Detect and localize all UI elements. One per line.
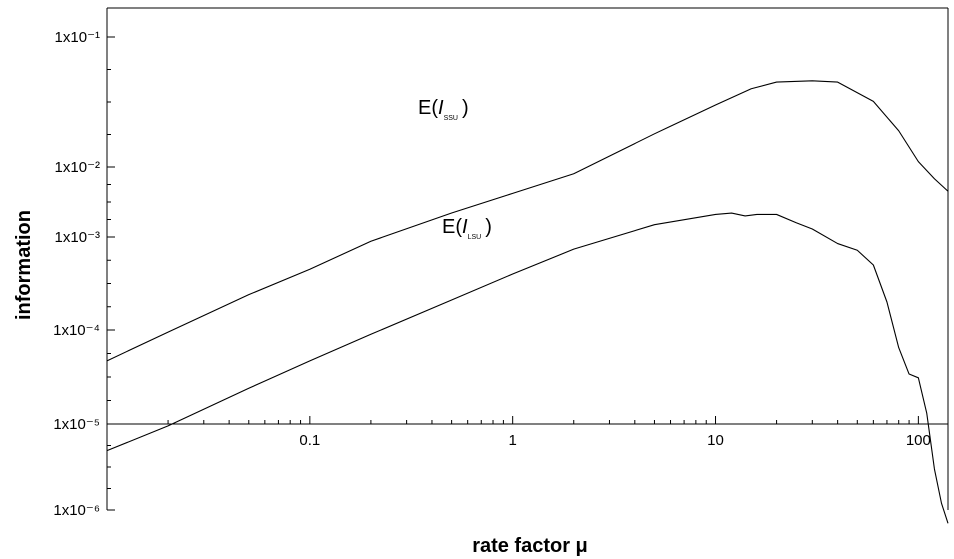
- y-tick-label: 1x10⁻³: [55, 229, 100, 246]
- x-axis-title: rate factor μ: [472, 535, 588, 557]
- y-tick-label: 1x10⁻⁵: [53, 416, 100, 433]
- y-tick-label: 1x10⁻⁶: [53, 502, 100, 519]
- x-tick-label: 10: [707, 432, 724, 449]
- y-tick-label: 1x10⁻¹: [55, 29, 100, 46]
- x-tick-label: 100: [906, 432, 931, 449]
- x-tick-label: 1: [509, 432, 517, 449]
- x-tick-label: 0.1: [299, 432, 320, 449]
- series-labels: E(ISSU) E(ILSU): [418, 97, 492, 241]
- y-tick-label: 1x10⁻⁴: [53, 322, 100, 339]
- y-axis: 1x10⁻¹ 1x10⁻² 1x10⁻³ 1x10⁻⁴ 1x10⁻⁵ 1x10⁻⁶: [53, 29, 115, 519]
- x-axis: 0.1 1 10 100: [167, 416, 931, 449]
- series-label-ssu: E(ISSU): [418, 97, 469, 122]
- series-group: [106, 80, 949, 524]
- series-label-lsu: E(ILSU): [442, 216, 492, 241]
- y-axis-title: information: [13, 210, 35, 320]
- series-line-ssu: [106, 80, 949, 362]
- series-line-lsu: [106, 212, 949, 524]
- y-tick-label: 1x10⁻²: [55, 159, 100, 176]
- plot-frame: [106, 7, 949, 510]
